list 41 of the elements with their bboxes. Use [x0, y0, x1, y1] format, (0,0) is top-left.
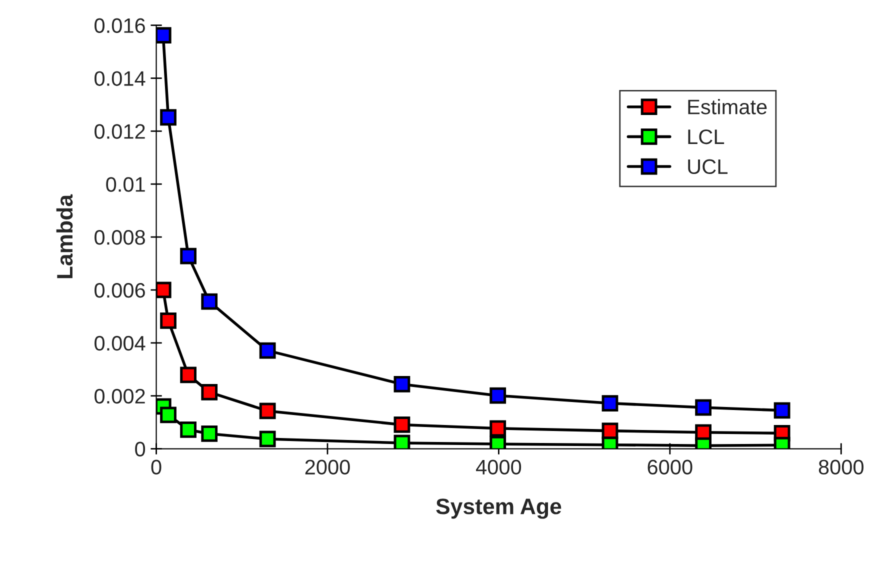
- point: [160, 109, 176, 126]
- y-axis-title: Lambda: [56, 194, 73, 278]
- legend-label: LCL: [688, 129, 724, 144]
- x-tick-label: 8000: [818, 460, 864, 475]
- point: [490, 387, 506, 404]
- legend-label: UCL: [688, 159, 728, 174]
- point: [201, 426, 218, 442]
- point: [160, 312, 176, 329]
- y-tick-label: 0.014: [94, 71, 146, 86]
- point: [201, 293, 218, 310]
- y-tick-label: 0.008: [94, 230, 145, 245]
- y-tick-label: 0.006: [94, 282, 145, 298]
- point: [180, 422, 196, 438]
- point: [180, 366, 196, 384]
- point: [394, 376, 410, 392]
- point: [695, 399, 712, 416]
- point: [180, 248, 196, 264]
- x-tick-label: 4000: [476, 460, 522, 475]
- x-axis-title: System Age: [436, 498, 562, 519]
- point: [259, 402, 276, 420]
- point: [490, 420, 506, 437]
- x-tick-label: 6000: [648, 460, 692, 475]
- point: [156, 27, 172, 44]
- point: [156, 282, 172, 298]
- y-tick-label: 0: [135, 442, 146, 457]
- y-tick-label: 0.012: [94, 124, 145, 139]
- y-tick-label: 0.016: [94, 18, 145, 33]
- point: [602, 395, 618, 412]
- y-tick-label: 0.004: [94, 336, 146, 351]
- point: [394, 416, 410, 433]
- x-tick-label: 0: [151, 460, 162, 475]
- legend-label: Estimate: [688, 99, 767, 114]
- y-tick-label: 0.01: [106, 177, 145, 192]
- point: [774, 402, 790, 419]
- point: [394, 434, 410, 449]
- point: [201, 384, 218, 400]
- point: [160, 406, 176, 424]
- y-tick-label: 0.002: [94, 388, 145, 404]
- point: [259, 430, 276, 448]
- x-tick-label: 2000: [305, 460, 350, 475]
- point: [259, 342, 276, 359]
